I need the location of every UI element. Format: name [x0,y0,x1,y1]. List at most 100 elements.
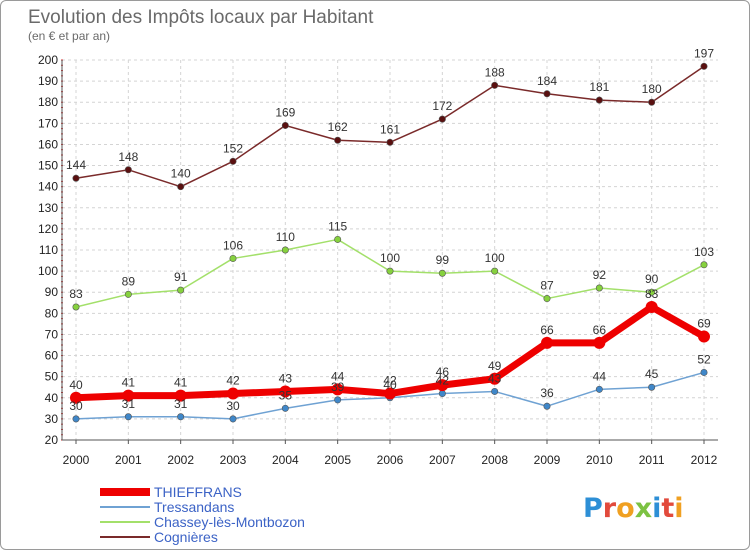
y-tick-label: 50 [45,370,59,384]
data-label: 66 [593,323,607,337]
data-point [491,267,499,275]
legend: THIEFFRANSTressandansChassey-lès-Montboz… [100,484,305,545]
data-label: 44 [331,369,345,383]
data-point [595,284,603,292]
x-tick-label: 2001 [115,453,142,467]
legend-label: THIEFFRANS [154,484,242,500]
chart-subtitle: (en € et par an) [28,29,110,43]
data-point [174,389,187,402]
data-point [72,174,80,182]
data-point [227,387,239,400]
data-point [331,383,344,396]
data-point [488,372,501,385]
data-label: 140 [171,167,191,181]
data-label: 83 [645,287,659,301]
data-label: 181 [589,80,609,94]
data-point [334,235,342,243]
data-label: 162 [328,120,348,134]
data-label: 103 [694,245,714,259]
x-tick-label: 2005 [324,453,351,467]
x-tick-label: 2000 [63,453,90,467]
data-label: 43 [279,371,293,385]
legend-item: Tressandans [100,499,234,515]
data-label: 92 [593,268,607,282]
data-label: 89 [122,274,136,288]
data-point [384,387,396,400]
series-thieffrans [70,301,710,404]
data-point [70,391,82,404]
y-tick-label: 150 [38,159,58,173]
data-labels: 144 148 140 152 169 162 161 172 188 184 181 180 197 8… [66,46,714,413]
y-tick-label: 120 [38,222,58,236]
proxiti-logo: Proxiti [583,493,684,524]
data-label: 91 [174,270,188,284]
data-label: 30 [69,399,83,413]
legend-item: THIEFFRANS [100,484,242,500]
data-label: 99 [436,253,450,267]
data-label: 42 [226,374,240,388]
x-tick-label: 2007 [429,453,456,467]
y-tick-label: 160 [38,137,58,151]
data-point [491,81,499,89]
data-point [281,404,289,412]
data-point [281,121,289,129]
data-point [648,288,656,296]
x-tick-label: 2012 [691,453,718,467]
data-point [595,96,603,104]
data-label: 172 [432,99,452,113]
legend-label: Chassey-lès-Montbozon [154,514,305,530]
data-point [281,246,289,254]
data-label: 144 [66,158,86,172]
y-tick-label: 60 [45,349,59,363]
data-label: 66 [540,323,554,337]
x-tick-label: 2010 [586,453,613,467]
data-point [543,90,551,98]
y-tick-label: 180 [38,95,58,109]
data-label: 42 [383,374,397,388]
y-tick-label: 20 [45,433,59,447]
x-tick-label: 2003 [220,453,247,467]
chart-title: Evolution des Impôts locaux par Habitant [28,7,374,28]
data-point [543,295,551,303]
data-point [700,368,708,376]
data-point [700,62,708,70]
data-label: 148 [118,150,138,164]
logo-text: Proxiti [583,493,684,524]
data-label: 90 [645,272,659,286]
data-label: 40 [383,378,397,392]
x-tick-label: 2002 [167,453,194,467]
data-point [491,387,499,395]
data-point [700,261,708,269]
legend-item: Cognières [100,529,218,545]
data-point [229,415,237,423]
data-point [593,336,606,349]
data-point [124,413,132,421]
data-label: 106 [223,238,243,252]
data-point [648,98,656,106]
data-label: 44 [593,369,607,383]
y-tick-label: 170 [38,116,58,130]
data-label: 45 [645,367,659,381]
series-group [70,62,710,423]
series-cognieres [72,62,708,191]
legend-label: Cognières [154,529,218,545]
data-point [72,415,80,423]
y-tick-label: 70 [45,327,59,341]
data-point [438,390,446,398]
data-point [177,286,185,294]
y-tick-label: 30 [45,412,59,426]
data-point [645,301,658,313]
data-label: 46 [436,365,450,379]
data-point [229,254,237,262]
data-label: 184 [537,74,557,88]
data-label: 31 [122,397,136,411]
y-tick-label: 110 [39,243,58,257]
data-label: 36 [540,386,554,400]
data-point [229,157,237,165]
data-label: 49 [488,359,502,373]
data-point [177,413,185,421]
data-point [438,269,446,277]
data-point [541,336,553,349]
